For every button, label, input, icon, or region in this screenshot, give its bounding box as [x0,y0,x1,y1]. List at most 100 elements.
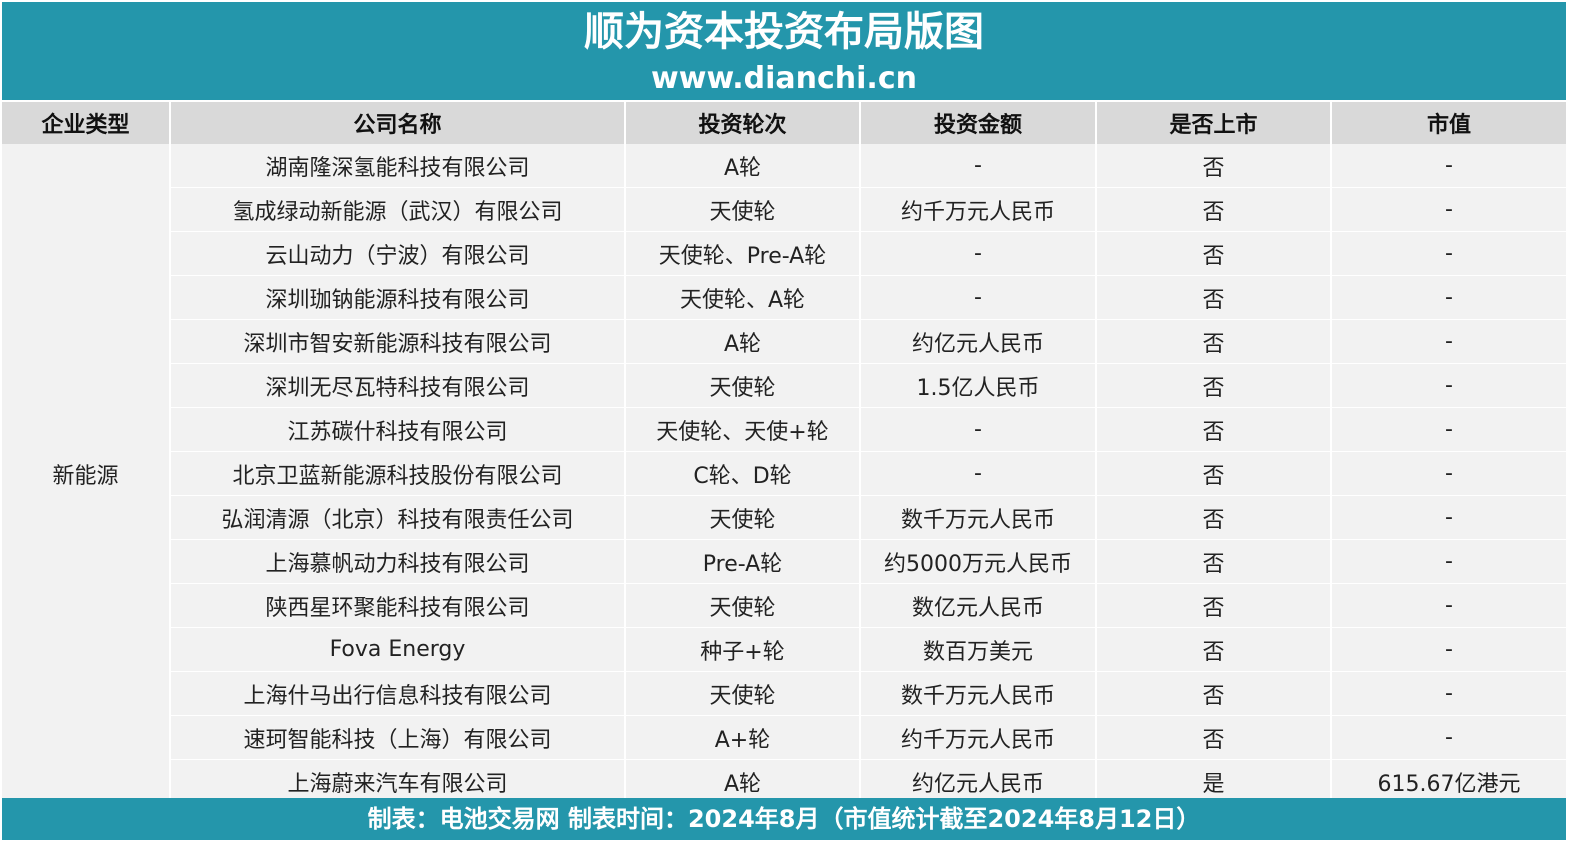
category-cell: 新能源 [2,144,171,804]
market-cap-cell: - [1331,539,1566,584]
column-header-market-cap: 市值 [1331,102,1566,144]
page-title: 顺为资本投资布局版图 [584,9,984,55]
round-cell: 种子+轮 [625,627,861,672]
company-cell: 深圳无尽瓦特科技有限公司 [170,363,626,408]
company-cell: 上海慕帆动力科技有限公司 [170,539,626,584]
round-cell: 天使轮、天使+轮 [625,407,861,452]
amount-cell: - [860,144,1097,188]
market-cap-cell: - [1331,495,1566,540]
table-row: 弘润清源（北京）科技有限责任公司 天使轮 数千万元人民币否 - [2,495,1566,540]
amount-cell: 1.5亿人民币 [860,363,1097,408]
market-cap-cell: - [1331,671,1566,716]
table-row: 江苏碳什科技有限公司 天使轮、天使+轮 - 否 - [2,407,1566,452]
round-cell: A轮 [625,144,861,188]
listed-cell: 否 [1096,231,1332,276]
table-row: 氢成绿动新能源（武汉）有限公司 天使轮 约千万元人民币否 - [2,187,1566,232]
listed-cell: 否 [1096,715,1332,760]
round-cell: 天使轮 [625,363,861,408]
company-cell: 上海什马出行信息科技有限公司 [170,671,626,716]
company-cell: 云山动力（宁波）有限公司 [170,231,626,276]
company-cell: 上海蔚来汽车有限公司 [170,759,626,804]
listed-cell: 否 [1096,363,1332,408]
table-row: 上海什马出行信息科技有限公司 天使轮 数千万元人民币否 - [2,671,1566,716]
table-row: Fova Energy 种子+轮 数百万美元否 - [2,627,1566,672]
round-cell: Pre-A轮 [625,539,861,584]
company-cell: 湖南隆深氢能科技有限公司 [170,144,626,188]
table-row: 上海蔚来汽车有限公司 A轮 约亿元人民币是 615.67亿港元 [2,759,1566,804]
round-cell: C轮、D轮 [625,451,861,496]
amount-cell: - [860,275,1097,320]
listed-cell: 否 [1096,671,1332,716]
listed-cell: 否 [1096,275,1332,320]
company-cell: 陕西星环聚能科技有限公司 [170,583,626,628]
market-cap-cell: - [1331,187,1566,232]
market-cap-cell: - [1331,451,1566,496]
title-banner: 顺为资本投资布局版图 www.dianchi.cn [2,2,1566,100]
market-cap-cell: - [1331,583,1566,628]
amount-cell: 数千万元人民币 [860,671,1097,716]
amount-cell: - [860,231,1097,276]
market-cap-cell: - [1331,275,1566,320]
market-cap-cell: - [1331,319,1566,364]
amount-cell: 数百万美元 [860,627,1097,672]
table-row: 深圳珈钠能源科技有限公司 天使轮、A轮 - 否 - [2,275,1566,320]
table-row: 深圳无尽瓦特科技有限公司 天使轮 1.5亿人民币否 - [2,363,1566,408]
market-cap-cell: - [1331,144,1566,188]
column-header-amount: 投资金额 [860,102,1097,144]
listed-cell: 否 [1096,319,1332,364]
listed-cell: 否 [1096,583,1332,628]
round-cell: 天使轮 [625,583,861,628]
investment-table: 企业类型 公司名称 投资轮次 投资金额 是否上市 市值 新能源 湖南隆深氢能科技有… [2,102,1566,804]
table-row: 新能源 湖南隆深氢能科技有限公司 A轮 - 否 - [2,144,1566,804]
company-cell: 弘润清源（北京）科技有限责任公司 [170,495,626,540]
market-cap-cell: - [1331,407,1566,452]
column-header-round: 投资轮次 [625,102,861,144]
listed-cell: 否 [1096,495,1332,540]
table-row: 上海慕帆动力科技有限公司 Pre-A轮 约5000万元人民币否 - [2,539,1566,584]
company-cell: 深圳市智安新能源科技有限公司 [170,319,626,364]
table-row: 陕西星环聚能科技有限公司 天使轮 数亿元人民币否 - [2,583,1566,628]
table-row: 北京卫蓝新能源科技股份有限公司 C轮、D轮 - 否 - [2,451,1566,496]
column-header-listed: 是否上市 [1096,102,1332,144]
market-cap-cell: - [1331,627,1566,672]
listed-cell: 是 [1096,759,1332,804]
table-header-row: 企业类型 公司名称 投资轮次 投资金额 是否上市 市值 [2,102,1566,144]
amount-cell: 约亿元人民币 [860,759,1097,804]
listed-cell: 否 [1096,144,1332,188]
listed-cell: 否 [1096,451,1332,496]
listed-cell: 否 [1096,539,1332,584]
amount-cell: 数千万元人民币 [860,495,1097,540]
market-cap-cell: - [1331,231,1566,276]
round-cell: 天使轮 [625,187,861,232]
table-row: 深圳市智安新能源科技有限公司 A轮 约亿元人民币否 - [2,319,1566,364]
table-row: 云山动力（宁波）有限公司 天使轮、Pre-A轮 - 否 - [2,231,1566,276]
round-cell: 天使轮、A轮 [625,275,861,320]
amount-cell: 约千万元人民币 [860,715,1097,760]
market-cap-cell: - [1331,363,1566,408]
site-url: www.dianchi.cn [651,61,917,96]
column-header-company: 公司名称 [170,102,626,144]
amount-cell: - [860,407,1097,452]
listed-cell: 否 [1096,627,1332,672]
round-cell: 天使轮 [625,495,861,540]
amount-cell: - [860,451,1097,496]
company-cell: Fova Energy [170,627,626,672]
amount-cell: 约千万元人民币 [860,187,1097,232]
column-header-type: 企业类型 [2,102,171,144]
market-cap-cell: - [1331,715,1566,760]
round-cell: A轮 [625,319,861,364]
company-cell: 速珂智能科技（上海）有限公司 [170,715,626,760]
round-cell: 天使轮、Pre-A轮 [625,231,861,276]
market-cap-cell: 615.67亿港元 [1331,759,1566,804]
table-row: 速珂智能科技（上海）有限公司 A+轮 约千万元人民币否 - [2,715,1566,760]
listed-cell: 否 [1096,407,1332,452]
company-cell: 氢成绿动新能源（武汉）有限公司 [170,187,626,232]
amount-cell: 约5000万元人民币 [860,539,1097,584]
amount-cell: 数亿元人民币 [860,583,1097,628]
round-cell: 天使轮 [625,671,861,716]
round-cell: A轮 [625,759,861,804]
company-cell: 北京卫蓝新能源科技股份有限公司 [170,451,626,496]
company-cell: 深圳珈钠能源科技有限公司 [170,275,626,320]
listed-cell: 否 [1096,187,1332,232]
